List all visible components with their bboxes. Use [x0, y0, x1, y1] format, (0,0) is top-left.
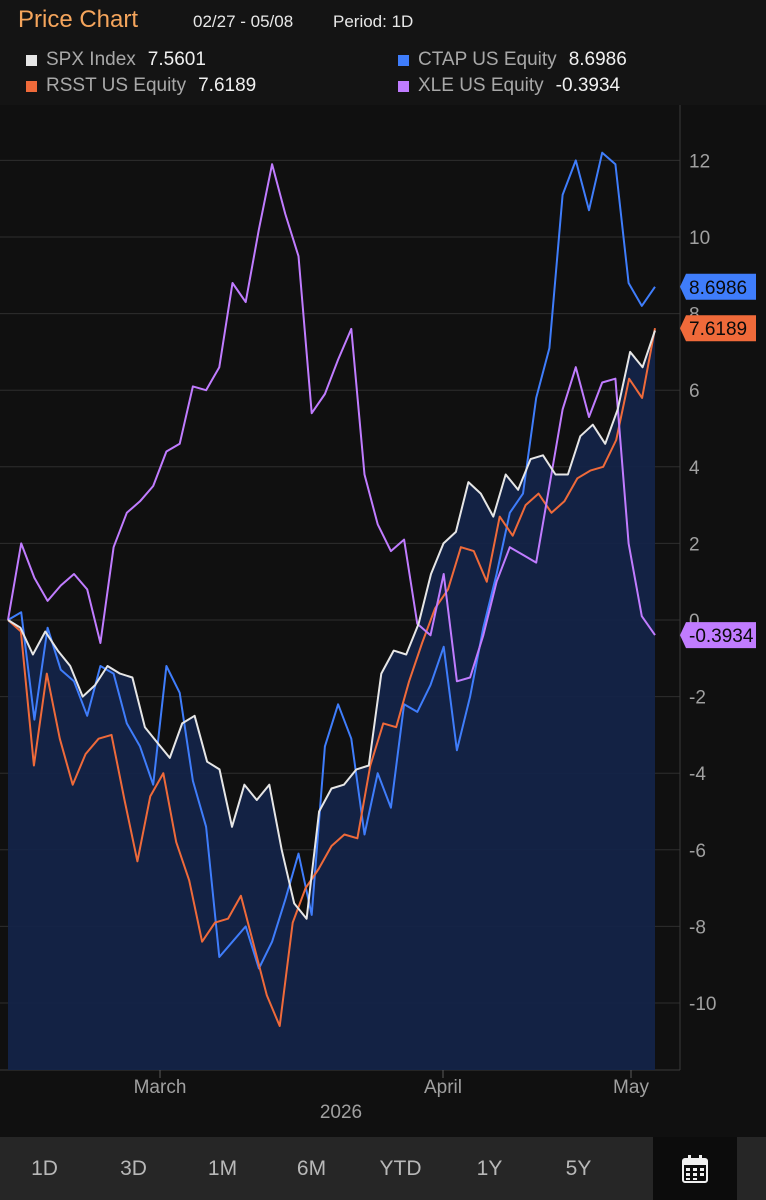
period-button-1y[interactable]: 1Y	[476, 1156, 503, 1180]
legend-swatch-ctap	[398, 54, 409, 66]
period-button-5y[interactable]: 5Y	[565, 1156, 592, 1180]
legend-name: XLE US Equity	[418, 75, 544, 96]
y-tick-label: 10	[689, 228, 710, 249]
last-value-tag-label: 7.6189	[689, 319, 747, 340]
legend-item-rsst[interactable]: RSST US Equity 7.6189	[26, 75, 256, 97]
y-tick-label: 8	[689, 305, 700, 326]
series-line-rsst	[7, 328, 656, 1027]
y-tick-label: -8	[689, 917, 706, 938]
legend-value: 7.6189	[198, 75, 257, 96]
legend-name: CTAP US Equity	[418, 49, 557, 70]
period-button-6m[interactable]: 6M	[296, 1156, 327, 1180]
x-tick-label: March	[134, 1077, 187, 1098]
series-line-spx	[7, 330, 656, 920]
legend-value: 7.5601	[147, 49, 206, 70]
x-tick-label: May	[613, 1077, 649, 1098]
spx-area-fill	[8, 330, 655, 1070]
period-button-1d[interactable]: 1D	[31, 1156, 58, 1180]
period-button-3d[interactable]: 3D	[120, 1156, 147, 1180]
legend-name: RSST US Equity	[46, 75, 187, 96]
series-line-ctap	[7, 151, 656, 970]
last-value-tag-label: 8.6986	[689, 278, 747, 299]
y-tick-label: -10	[689, 994, 716, 1015]
chart-area[interactable]: 12 10 8 6 4 2 0 -2 -4 -6 -8 -10 March April May 2026 8.6…	[0, 105, 766, 1137]
legend-item-spx[interactable]: SPX Index 7.5601	[26, 49, 206, 71]
last-value-tag-label: -0.3934	[689, 626, 754, 647]
legend-item-xle[interactable]: XLE US Equity -0.3934	[398, 75, 620, 97]
y-tick-label: -2	[689, 688, 706, 709]
x-axis-year-label: 2026	[320, 1102, 362, 1123]
y-tick-label: 2	[689, 534, 700, 555]
x-tick-label: April	[424, 1077, 462, 1098]
last-value-tag-bg	[680, 273, 756, 300]
calendar-button[interactable]	[653, 1137, 737, 1200]
period-button-ytd[interactable]: YTD	[379, 1156, 422, 1180]
y-tick-label: 6	[689, 381, 700, 402]
last-value-tag-bg	[680, 315, 756, 342]
last-value-tag-bg	[680, 622, 756, 649]
period-button-1m[interactable]: 1M	[207, 1156, 238, 1180]
y-tick-label: 12	[689, 151, 710, 172]
date-range: 02/27 - 05/08	[193, 12, 294, 31]
legend-item-ctap[interactable]: CTAP US Equity 8.6986	[398, 49, 627, 71]
legend-value: -0.3934	[555, 75, 621, 96]
legend-swatch-xle	[398, 80, 409, 92]
legend-swatch-spx	[26, 54, 37, 66]
y-tick-label: -6	[689, 841, 706, 862]
period-selector-bar: 1D 3D 1M 6M YTD 1Y 5Y	[0, 1137, 766, 1200]
y-tick-label: -4	[689, 764, 706, 785]
legend-value: 8.6986	[568, 49, 627, 70]
legend-swatch-rsst	[26, 80, 37, 92]
series-line-xle	[7, 163, 656, 683]
y-tick-label: 4	[689, 458, 700, 479]
period-label: Period: 1D	[333, 12, 414, 31]
chart-header: Price Chart 02/27 - 05/08 Period: 1D SPX…	[0, 0, 766, 105]
price-chart[interactable]: 12 10 8 6 4 2 0 -2 -4 -6 -8 -10 March April May 2026 8.6…	[0, 105, 766, 1137]
calendar-icon	[682, 1154, 708, 1183]
y-tick-label: 0	[689, 611, 700, 632]
page-title: Price Chart	[18, 6, 139, 33]
legend-name: SPX Index	[46, 49, 136, 70]
